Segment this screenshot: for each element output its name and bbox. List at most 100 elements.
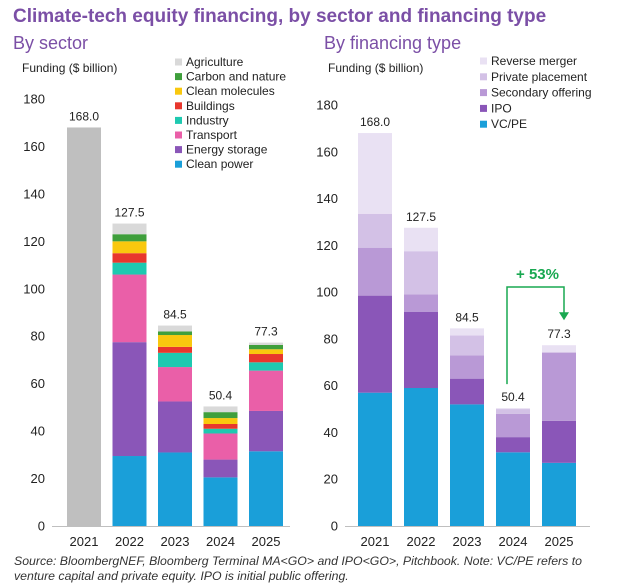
bar-segment-transport-2025 (249, 370, 283, 411)
x-tick-label: 2022 (115, 534, 144, 549)
bar-segment-clean-power-2022 (112, 456, 147, 526)
bar-segment-clean-molecules-2025 (249, 349, 283, 355)
y-tick-label: 100 (316, 285, 338, 300)
y-tick-label: 0 (331, 519, 338, 534)
legend-label: Clean molecules (186, 84, 275, 98)
y-tick-label: 0 (38, 519, 45, 534)
bar-segment-private-placement-2021 (358, 213, 392, 248)
bar-segment-buildings-2024 (203, 423, 238, 429)
bar-segment-buildings-2022 (112, 253, 147, 263)
x-tick-label: 2024 (499, 534, 528, 549)
y-axis-label: Funding ($ billion) (328, 61, 423, 75)
bar-segment-clean-power-2024 (203, 477, 238, 526)
legend-swatch (175, 146, 182, 154)
legend-swatch (175, 131, 182, 139)
growth-arrow-line (506, 286, 565, 385)
legend-swatch (175, 73, 182, 81)
legend-swatch (175, 160, 182, 168)
y-tick-label: 160 (316, 144, 338, 159)
y-tick-label: 60 (324, 378, 338, 393)
financing-type-chart: Funding ($ billion) 0 20 40 60 80 100 120 140 160… (316, 54, 591, 549)
bar-segment-secondary-offering-2022 (404, 294, 438, 312)
total-label-2025: 77.3 (547, 327, 571, 341)
bar-segment-vc-pe-2023 (450, 404, 484, 526)
bar-segment-agriculture-2025 (249, 342, 283, 345)
legend-swatch (480, 104, 487, 112)
y-tick-label: 80 (31, 329, 45, 344)
y-tick-label: 140 (316, 191, 338, 206)
total-label-2022: 127.5 (406, 210, 436, 224)
total-label-2021: 168.0 (360, 115, 390, 129)
total-label-2022: 127.5 (114, 206, 144, 220)
y-tick-label: 20 (31, 471, 45, 486)
y-tick-label: 60 (31, 376, 45, 391)
bar-segment-ipo-2023 (450, 378, 484, 405)
bar-segment-energy-storage-2025 (249, 410, 283, 452)
growth-arrow-head (559, 312, 569, 321)
bar-segment-ipo-2022 (404, 311, 438, 389)
y-tick-label: 180 (316, 98, 338, 113)
bar-segment-industry-2024 (203, 428, 238, 434)
bar-segment-reverse-merger-2025 (542, 345, 576, 352)
x-tick-label: 2021 (361, 534, 390, 549)
main-title: Climate-tech equity financing, by sector… (13, 6, 547, 27)
bar-segment-unallocated-2021-2021 (67, 127, 101, 526)
bar-segment-clean-molecules-2023 (158, 335, 192, 347)
bar-segment-ipo-2025 (542, 420, 576, 463)
bar-segment-clean-power-2023 (158, 452, 192, 526)
bar-segment-secondary-offering-2023 (450, 355, 484, 379)
x-tick-label: 2025 (545, 534, 574, 549)
bar-segment-industry-2022 (112, 262, 147, 275)
bar-segment-ipo-2024 (496, 437, 530, 453)
x-tick-label: 2024 (206, 534, 235, 549)
bar-segment-energy-storage-2023 (158, 401, 192, 453)
legend-label: Carbon and nature (186, 70, 286, 84)
bar-segment-energy-storage-2022 (112, 342, 147, 457)
legend-label: Private placement (491, 70, 588, 84)
legend-label: Industry (186, 113, 229, 127)
bar-segment-private-placement-2024 (496, 409, 530, 414)
y-tick-label: 140 (23, 186, 45, 201)
bar-segment-carbon-and-nature-2024 (203, 412, 238, 419)
total-label-2023: 84.5 (455, 310, 479, 324)
legend-label: Reverse merger (491, 54, 577, 68)
x-tick-label: 2021 (70, 534, 99, 549)
bar-segment-industry-2025 (249, 362, 283, 371)
legend-label: Transport (186, 128, 238, 142)
legend-swatch (480, 120, 487, 128)
source-note: Source: BloombergNEF, Bloomberg Terminal… (14, 554, 582, 583)
bar-segment-buildings-2023 (158, 346, 192, 353)
bar-segment-reverse-merger-2022 (404, 227, 438, 252)
y-tick-label: 120 (316, 238, 338, 253)
y-tick-label: 160 (23, 139, 45, 154)
bar-segment-transport-2024 (203, 433, 238, 460)
bar-segment-carbon-and-nature-2022 (112, 234, 147, 242)
bar-segment-reverse-merger-2023 (450, 328, 484, 336)
total-label-2025: 77.3 (254, 325, 278, 339)
y-tick-label: 40 (324, 425, 338, 440)
legend-swatch (175, 58, 182, 66)
bar-segment-agriculture-2022 (112, 223, 147, 235)
y-axis-label: Funding ($ billion) (22, 61, 117, 75)
legend-swatch (480, 57, 487, 65)
legend-swatch (175, 87, 182, 95)
bar-segment-clean-molecules-2024 (203, 418, 238, 424)
bar-segment-carbon-and-nature-2025 (249, 344, 283, 350)
bar-segment-clean-power-2025 (249, 451, 283, 526)
bar-segment-secondary-offering-2024 (496, 413, 530, 438)
bar-segment-energy-storage-2024 (203, 459, 238, 478)
legend-swatch (175, 116, 182, 124)
legend-label: Agriculture (186, 55, 244, 69)
legend-label: Energy storage (186, 143, 268, 157)
bar-segment-vc-pe-2025 (542, 462, 576, 526)
bar-segment-clean-molecules-2022 (112, 241, 147, 254)
y-tick-label: 180 (23, 92, 45, 107)
y-tick-label: 100 (23, 281, 45, 296)
bar-segment-reverse-merger-2024 (496, 408, 530, 410)
bar-segment-private-placement-2023 (450, 335, 484, 356)
bar-segment-secondary-offering-2025 (542, 352, 576, 421)
y-tick-label: 80 (324, 331, 338, 346)
bar-segment-carbon-and-nature-2023 (158, 331, 192, 336)
x-tick-label: 2023 (161, 534, 190, 549)
